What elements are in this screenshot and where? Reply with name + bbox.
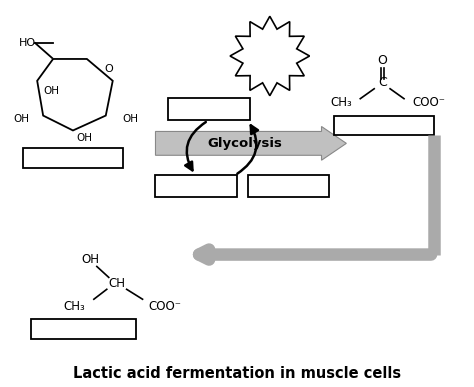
Bar xyxy=(248,175,329,197)
Text: CH₃: CH₃ xyxy=(330,96,352,109)
Text: OH: OH xyxy=(123,113,139,123)
Bar xyxy=(168,98,250,120)
Text: OH: OH xyxy=(43,86,59,96)
Text: OH: OH xyxy=(82,253,100,266)
Text: C: C xyxy=(378,76,386,89)
Text: OH: OH xyxy=(76,134,92,144)
Text: O: O xyxy=(104,64,113,74)
FancyArrow shape xyxy=(155,127,346,160)
Text: Lactic acid fermentation in muscle cells: Lactic acid fermentation in muscle cells xyxy=(73,366,401,381)
Text: COO⁻: COO⁻ xyxy=(412,96,445,109)
Bar xyxy=(155,175,237,197)
Text: CH: CH xyxy=(108,277,125,290)
Text: Glycolysis: Glycolysis xyxy=(208,137,283,150)
Bar xyxy=(335,116,434,135)
Bar xyxy=(23,148,123,168)
Text: HO: HO xyxy=(19,38,36,48)
Text: O: O xyxy=(377,55,387,67)
Text: CH₃: CH₃ xyxy=(63,300,85,313)
Text: OH: OH xyxy=(13,113,29,123)
Text: COO⁻: COO⁻ xyxy=(148,300,182,313)
Bar xyxy=(31,319,136,339)
